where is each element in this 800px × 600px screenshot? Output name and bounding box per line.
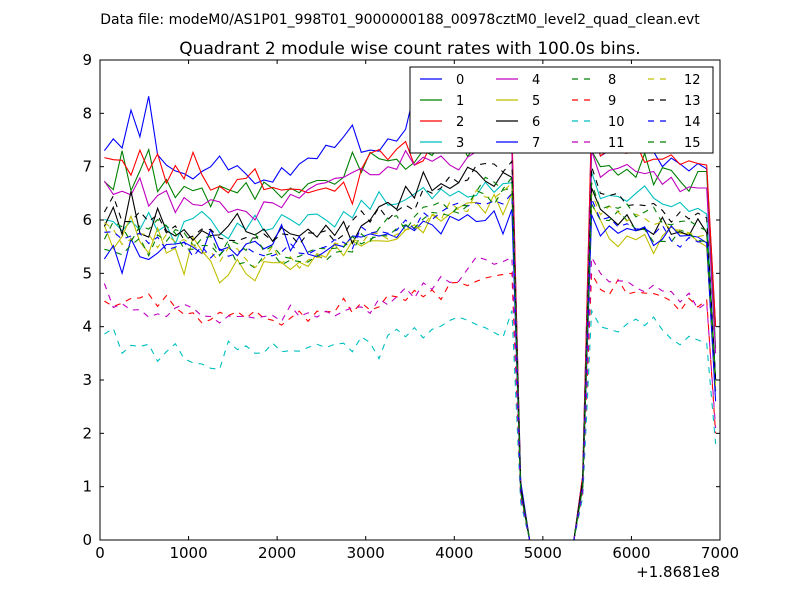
series-line-6 (103, 166, 717, 541)
y-tick-label: 2 (82, 424, 92, 442)
series-line-4 (103, 135, 717, 541)
series-line-11 (103, 255, 717, 541)
y-tick-label: 9 (82, 51, 92, 69)
series-line-14 (104, 191, 717, 541)
y-tick-label: 0 (82, 531, 92, 549)
x-tick-label: 6000 (612, 544, 650, 562)
legend-label-4: 4 (532, 73, 540, 88)
x-tick-label: 7000 (701, 544, 739, 562)
x-tick-label: 0 (95, 544, 105, 562)
y-tick-label: 3 (82, 371, 92, 389)
legend-label-12: 12 (684, 73, 701, 88)
y-tick-label: 7 (82, 158, 92, 176)
legend-label-2: 2 (456, 115, 464, 130)
plot-area: 0 1000 2000 3000 4000 5000 6000 700001234567890… (82, 51, 739, 562)
legend-label-8: 8 (608, 73, 616, 88)
x-tick-label: 4000 (435, 544, 473, 562)
series-line-5 (103, 193, 717, 541)
legend-label-10: 10 (608, 115, 625, 130)
legend-label-3: 3 (456, 136, 464, 151)
legend-label-5: 5 (532, 94, 540, 109)
y-tick-label: 4 (82, 318, 92, 336)
legend-label-9: 9 (608, 94, 616, 109)
x-tick-label: 3000 (347, 544, 385, 562)
chart-title: Quadrant 2 module wise count rates with … (179, 39, 640, 59)
legend-label-7: 7 (532, 136, 540, 151)
y-tick-label: 1 (82, 478, 92, 496)
series-line-10 (104, 308, 717, 541)
series-line-3 (104, 171, 717, 541)
legend-label-14: 14 (684, 115, 701, 130)
legend-label-6: 6 (532, 115, 540, 130)
axes-frame (99, 59, 721, 541)
series-line-15 (103, 175, 717, 541)
legend-label-13: 13 (684, 94, 701, 109)
y-tick-label: 8 (82, 104, 92, 122)
legend-box (409, 66, 714, 154)
x-tick-label: 1000 (169, 544, 207, 562)
series-line-2 (104, 118, 717, 541)
data-file-label: Data file: modeM0/AS1P01_998T01_90000001… (100, 12, 700, 28)
legend-label-15: 15 (684, 136, 701, 151)
x-tick-label: 2000 (258, 544, 296, 562)
x-tick-label: 5000 (524, 544, 562, 562)
series-line-13 (103, 159, 717, 541)
legend-label-11: 11 (608, 136, 625, 151)
series-line-1 (104, 137, 717, 541)
series-line-9 (104, 271, 717, 541)
x-axis-offset-label: +1.8681e8 (636, 563, 720, 581)
series-line-7 (103, 209, 717, 541)
y-tick-label: 5 (82, 264, 92, 282)
legend-label-0: 0 (456, 73, 464, 88)
y-tick-label: 6 (82, 211, 92, 229)
series-line-8 (104, 176, 717, 541)
legend-label-1: 1 (456, 94, 464, 109)
